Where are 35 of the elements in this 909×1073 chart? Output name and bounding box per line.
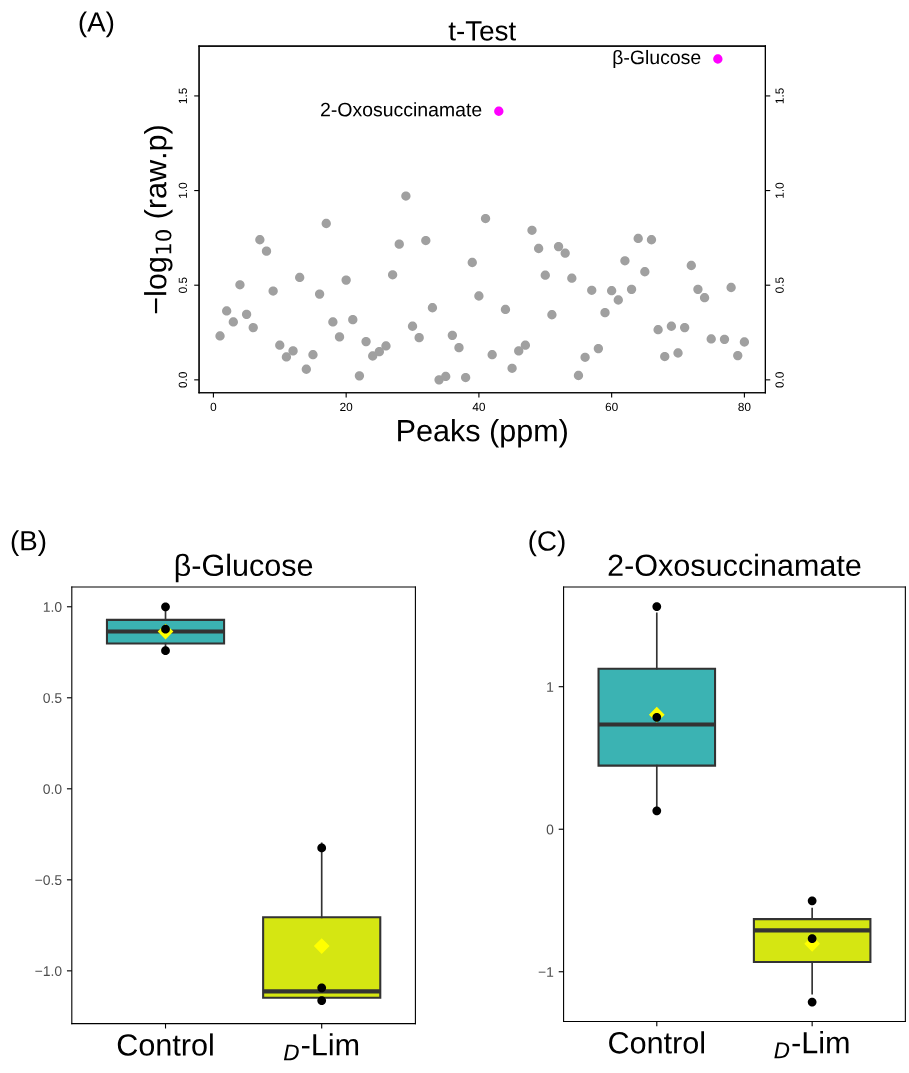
y-tick-label: 1 — [547, 682, 554, 692]
y2-tick-label: 0.0 — [775, 372, 784, 388]
y-tick-label: 0.5 — [43, 693, 62, 703]
x-tick-label: 40 — [472, 402, 486, 412]
x-tick-label: $_{D}$-Lim — [283, 1033, 359, 1061]
y-tick-label: −1.0 — [35, 966, 62, 977]
y-tick-label: 1.0 — [43, 602, 62, 612]
x-axis-title: Peaks (ppm) — [398, 419, 567, 448]
y-tick-label: 0.0 — [178, 372, 188, 388]
x-tick-label: Control — [117, 1033, 213, 1056]
y2-tick-label: 0.5 — [775, 277, 784, 293]
y-tick-label: −1 — [538, 967, 554, 977]
text: (C) — [529, 530, 565, 557]
y-tick-label: 0.5 — [178, 277, 188, 293]
text: (B) — [11, 530, 46, 557]
y-axis-title: −log$_{10}$ (raw.p) — [144, 126, 173, 314]
x-tick-label: 20 — [340, 402, 353, 412]
y-tick-label: 0.0 — [43, 784, 62, 794]
y-tick-label: 1.0 — [178, 182, 188, 198]
x-tick-label: 80 — [738, 402, 751, 412]
x-tick-label: 60 — [605, 402, 618, 412]
chart-title: 2-Oxosuccinamate — [608, 553, 861, 577]
chart-title: t-Test — [448, 21, 516, 41]
y-tick-label: 0 — [546, 824, 554, 835]
y-tick-label: 1.5 — [178, 88, 188, 104]
x-tick-label: Control — [609, 1031, 704, 1054]
y2-tick-label: 1.0 — [775, 182, 784, 198]
chart-title: β-Glucose — [175, 553, 313, 583]
x-tick-label: 0 — [210, 402, 217, 412]
y-tick-label: −0.5 — [35, 875, 62, 885]
text: (A) — [79, 11, 114, 38]
y2-tick-label: 1.5 — [775, 88, 784, 104]
annotation: β-Glucose — [613, 49, 701, 69]
x-tick-label: $_{D}$-Lim — [774, 1031, 849, 1059]
annotation: 2-Oxosuccinamate — [321, 102, 482, 117]
